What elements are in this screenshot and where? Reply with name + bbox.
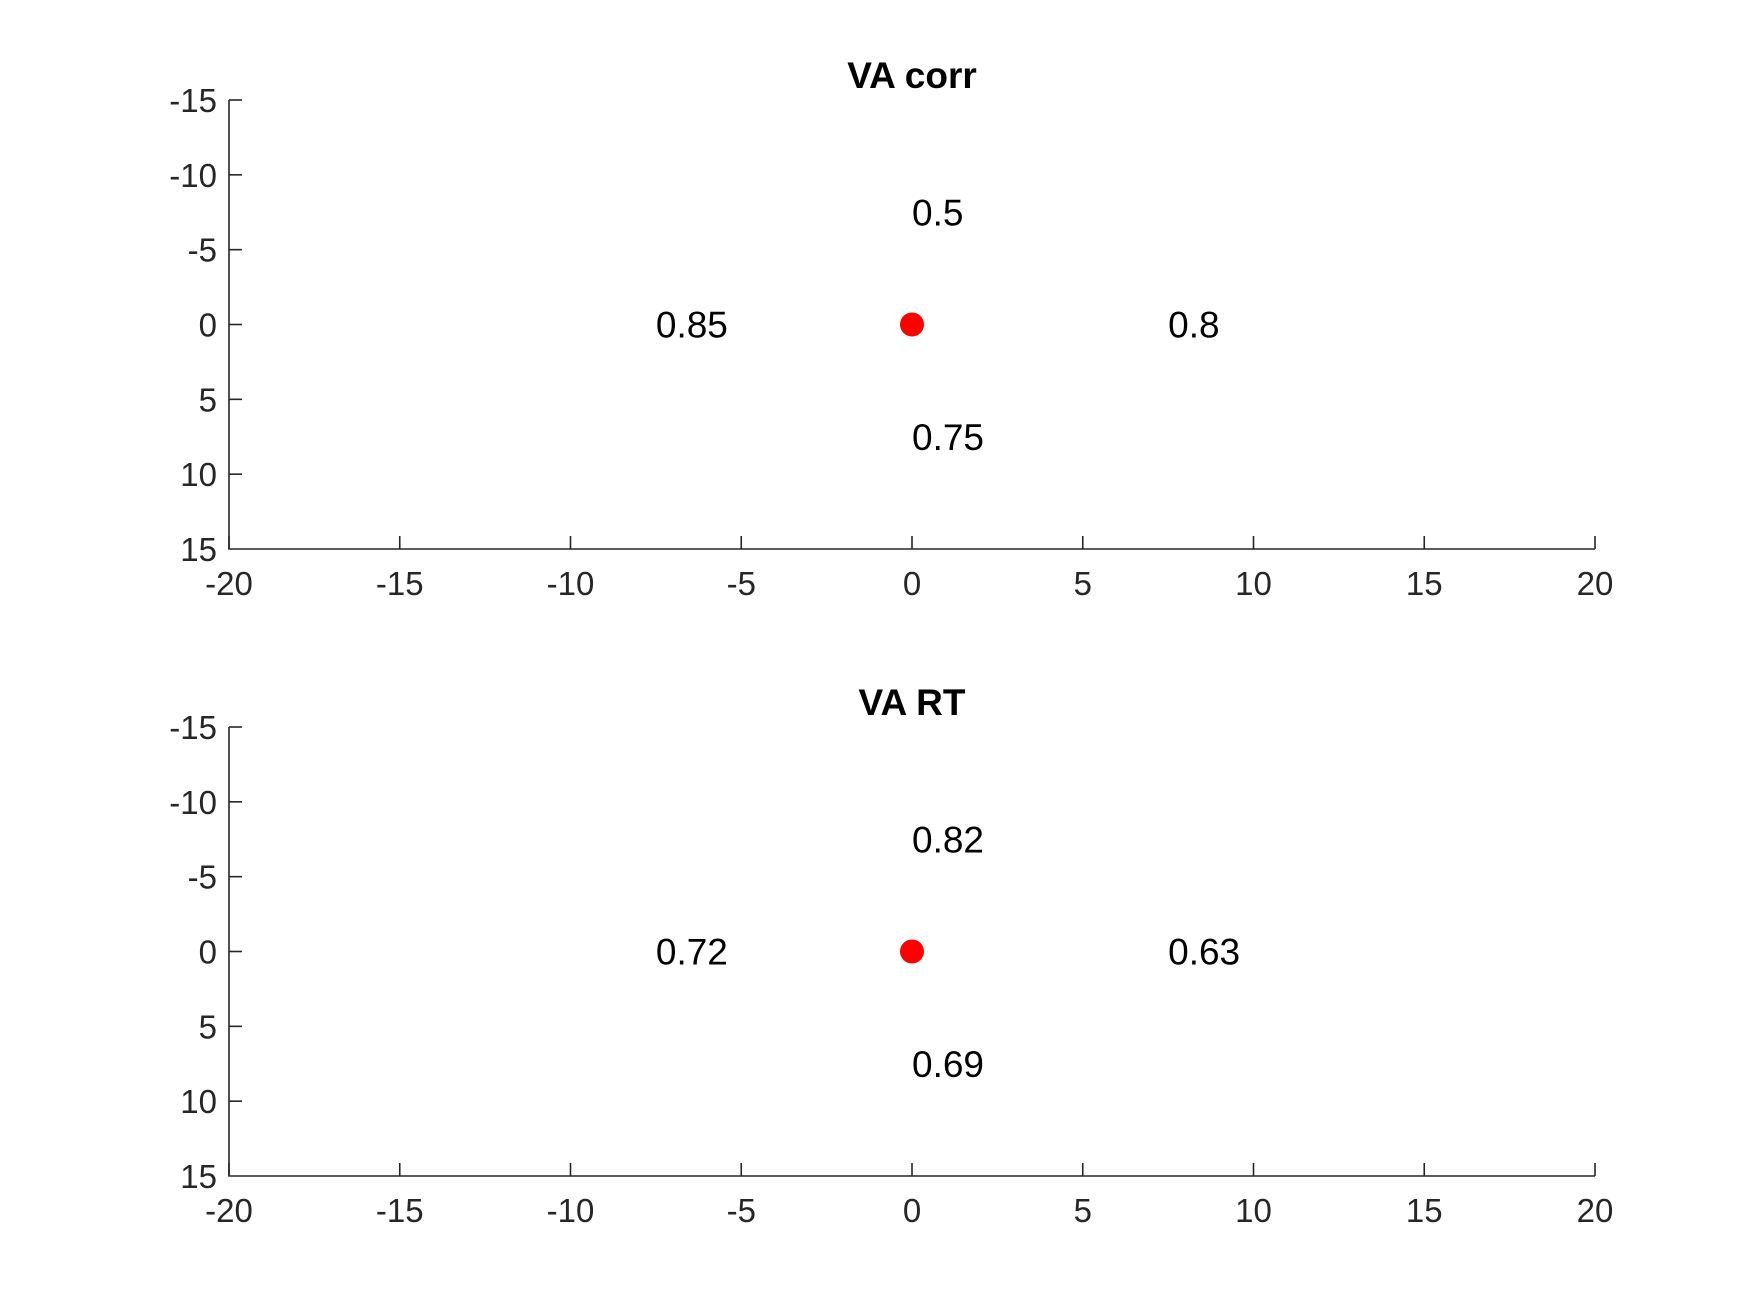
x-tick-label: 15 xyxy=(1406,1192,1443,1229)
data-point xyxy=(900,939,924,964)
y-tick-label: 0 xyxy=(199,934,217,971)
x-tick-label: 15 xyxy=(1406,565,1443,602)
x-tick-label: -5 xyxy=(727,565,756,602)
y-tick-label: 15 xyxy=(180,1158,217,1195)
y-tick-label: 5 xyxy=(199,381,217,418)
x-tick-label: 0 xyxy=(903,565,921,602)
panel-va-rt: VA RT -20 -15 -10 -5 0 5 10 15 20 -15 -10 -5 0 5 10 15 0… xyxy=(169,682,1613,1229)
y-tick-label: -10 xyxy=(169,157,217,194)
y-tick-label: 0 xyxy=(199,307,217,344)
chart-title: VA corr xyxy=(847,55,977,96)
x-tick-label: -10 xyxy=(547,1192,595,1229)
value-annotation: 0.82 xyxy=(912,819,984,860)
value-annotation: 0.69 xyxy=(912,1044,984,1085)
y-tick-label: 5 xyxy=(199,1008,217,1045)
value-annotation: 0.63 xyxy=(1168,932,1240,973)
value-annotation: 0.8 xyxy=(1168,305,1219,346)
x-tick-label: 10 xyxy=(1235,1192,1272,1229)
y-tick-label: 10 xyxy=(180,1083,217,1120)
y-tick-label: -5 xyxy=(188,232,217,269)
value-annotation: 0.72 xyxy=(656,932,728,973)
y-tick-label: -10 xyxy=(169,784,217,821)
x-tick-label: 20 xyxy=(1577,1192,1614,1229)
value-annotation: 0.85 xyxy=(656,305,728,346)
y-tick-label: 15 xyxy=(180,531,217,568)
panel-va-corr: VA corr -20 -15 -10 -5 0 5 10 15 20 -15 -10 -5 0 5 10 1… xyxy=(169,55,1613,602)
chart-title: VA RT xyxy=(859,682,966,723)
x-tick-label: -20 xyxy=(205,1192,253,1229)
data-point xyxy=(900,312,924,337)
value-annotation: 0.5 xyxy=(912,192,963,233)
y-tick-label: -15 xyxy=(169,82,217,119)
value-annotation: 0.75 xyxy=(912,417,984,458)
x-tick-label: 10 xyxy=(1235,565,1272,602)
x-tick-label: -5 xyxy=(727,1192,756,1229)
x-tick-label: -20 xyxy=(205,565,253,602)
y-tick-label: -5 xyxy=(188,859,217,896)
x-tick-label: 0 xyxy=(903,1192,921,1229)
y-tick-label: -15 xyxy=(169,709,217,746)
y-tick-label: 10 xyxy=(180,456,217,493)
x-tick-label: 5 xyxy=(1074,565,1092,602)
x-tick-label: -15 xyxy=(376,1192,424,1229)
x-tick-label: -15 xyxy=(376,565,424,602)
x-tick-label: 20 xyxy=(1577,565,1614,602)
x-tick-label: 5 xyxy=(1074,1192,1092,1229)
x-tick-label: -10 xyxy=(547,565,595,602)
